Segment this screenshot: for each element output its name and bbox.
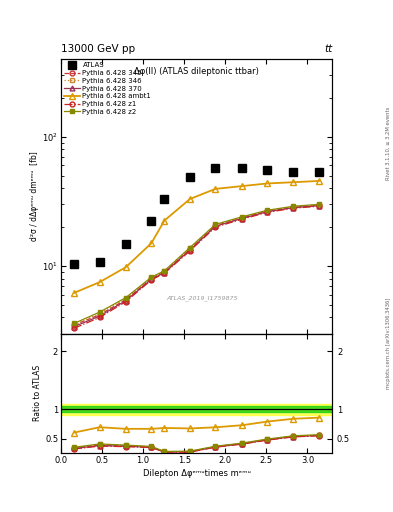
ATLAS: [72, 261, 76, 267]
Pythia 6.428 z1: [162, 270, 167, 276]
Pythia 6.428 ambt1: [213, 186, 218, 192]
Line: Pythia 6.428 345: Pythia 6.428 345: [72, 203, 321, 328]
Pythia 6.428 z2: [123, 294, 128, 301]
Pythia 6.428 346: [265, 208, 270, 214]
Pythia 6.428 z1: [291, 205, 296, 211]
Text: Δφ(ll) (ATLAS dileptonic ttbar): Δφ(ll) (ATLAS dileptonic ttbar): [134, 67, 259, 76]
Pythia 6.428 345: [97, 312, 102, 318]
Pythia 6.428 z1: [265, 209, 270, 216]
Pythia 6.428 z1: [239, 216, 244, 222]
ATLAS: [317, 169, 321, 176]
Pythia 6.428 370: [239, 216, 244, 222]
Pythia 6.428 z1: [97, 314, 102, 321]
Pythia 6.428 ambt1: [187, 196, 192, 202]
Pythia 6.428 z1: [123, 298, 128, 305]
Pythia 6.428 370: [187, 247, 192, 253]
Pythia 6.428 z2: [291, 203, 296, 209]
Pythia 6.428 346: [97, 310, 102, 316]
Pythia 6.428 z2: [317, 201, 321, 207]
ATLAS: [123, 241, 128, 247]
Pythia 6.428 ambt1: [72, 290, 76, 296]
Pythia 6.428 ambt1: [149, 240, 154, 246]
Pythia 6.428 345: [213, 223, 218, 229]
Pythia 6.428 ambt1: [97, 279, 102, 285]
Text: 13000 GeV pp: 13000 GeV pp: [61, 44, 135, 54]
Pythia 6.428 345: [162, 269, 167, 275]
Bar: [61, 403, 332, 415]
ATLAS: [149, 218, 154, 224]
Pythia 6.428 z2: [97, 309, 102, 315]
ATLAS: [291, 169, 296, 176]
ATLAS: [97, 259, 102, 265]
Pythia 6.428 z2: [265, 207, 270, 214]
Pythia 6.428 345: [291, 204, 296, 210]
Pythia 6.428 370: [213, 223, 218, 229]
Pythia 6.428 346: [162, 268, 167, 274]
Pythia 6.428 z1: [213, 224, 218, 230]
Pythia 6.428 z1: [149, 277, 154, 283]
Text: Rivet 3.1.10, ≥ 3.2M events: Rivet 3.1.10, ≥ 3.2M events: [386, 106, 391, 180]
Legend: ATLAS, Pythia 6.428 345, Pythia 6.428 346, Pythia 6.428 370, Pythia 6.428 ambt1,: ATLAS, Pythia 6.428 345, Pythia 6.428 34…: [63, 61, 153, 116]
Bar: [61, 407, 332, 412]
Pythia 6.428 345: [239, 215, 244, 221]
Pythia 6.428 z2: [162, 268, 167, 274]
Pythia 6.428 345: [265, 208, 270, 215]
Pythia 6.428 ambt1: [291, 179, 296, 185]
Pythia 6.428 370: [72, 324, 76, 330]
Pythia 6.428 ambt1: [123, 264, 128, 270]
Pythia 6.428 370: [123, 297, 128, 304]
Y-axis label: d²σ / dΔφᵉᵐᵘ dmᵉᵐᵘ  [fb]: d²σ / dΔφᵉᵐᵘ dmᵉᵐᵘ [fb]: [31, 152, 39, 241]
Text: ATLAS_2019_I1759875: ATLAS_2019_I1759875: [166, 295, 238, 301]
Pythia 6.428 345: [123, 296, 128, 303]
Pythia 6.428 346: [239, 215, 244, 221]
Pythia 6.428 345: [317, 202, 321, 208]
Pythia 6.428 346: [213, 222, 218, 228]
Pythia 6.428 z2: [187, 244, 192, 250]
Y-axis label: Ratio to ATLAS: Ratio to ATLAS: [33, 366, 42, 421]
Line: Pythia 6.428 370: Pythia 6.428 370: [72, 203, 321, 329]
Pythia 6.428 ambt1: [162, 218, 167, 224]
Pythia 6.428 ambt1: [239, 183, 244, 189]
Pythia 6.428 346: [291, 204, 296, 210]
Pythia 6.428 z1: [317, 203, 321, 209]
Pythia 6.428 z2: [239, 214, 244, 220]
Pythia 6.428 370: [97, 313, 102, 319]
Pythia 6.428 z1: [72, 325, 76, 331]
Pythia 6.428 370: [149, 276, 154, 282]
Line: Pythia 6.428 z2: Pythia 6.428 z2: [72, 202, 321, 326]
Pythia 6.428 346: [72, 322, 76, 328]
Pythia 6.428 370: [162, 269, 167, 275]
Pythia 6.428 370: [291, 205, 296, 211]
ATLAS: [213, 165, 218, 172]
Pythia 6.428 ambt1: [265, 180, 270, 186]
Line: ATLAS: ATLAS: [70, 164, 323, 268]
Pythia 6.428 z2: [149, 274, 154, 280]
ATLAS: [162, 196, 167, 202]
Pythia 6.428 345: [149, 275, 154, 282]
Text: tt: tt: [324, 44, 332, 54]
Pythia 6.428 345: [72, 322, 76, 328]
Text: mcplots.cern.ch [arXiv:1306.3436]: mcplots.cern.ch [arXiv:1306.3436]: [386, 297, 391, 389]
Pythia 6.428 z2: [213, 221, 218, 227]
Pythia 6.428 346: [123, 295, 128, 302]
ATLAS: [239, 165, 244, 172]
Pythia 6.428 370: [317, 203, 321, 209]
Line: Pythia 6.428 z1: Pythia 6.428 z1: [72, 204, 321, 331]
Pythia 6.428 346: [317, 202, 321, 208]
Pythia 6.428 346: [149, 275, 154, 281]
Pythia 6.428 z2: [72, 321, 76, 327]
Pythia 6.428 ambt1: [317, 178, 321, 184]
ATLAS: [187, 174, 192, 180]
Pythia 6.428 370: [265, 209, 270, 215]
ATLAS: [265, 167, 270, 174]
Line: Pythia 6.428 ambt1: Pythia 6.428 ambt1: [71, 178, 322, 295]
Pythia 6.428 345: [187, 246, 192, 252]
Pythia 6.428 346: [187, 245, 192, 251]
Pythia 6.428 z1: [187, 248, 192, 254]
X-axis label: Dilepton Δφᵉᵐᵘtimes mᵉᵐᵘ: Dilepton Δφᵉᵐᵘtimes mᵉᵐᵘ: [143, 469, 250, 478]
Line: Pythia 6.428 346: Pythia 6.428 346: [72, 202, 321, 328]
